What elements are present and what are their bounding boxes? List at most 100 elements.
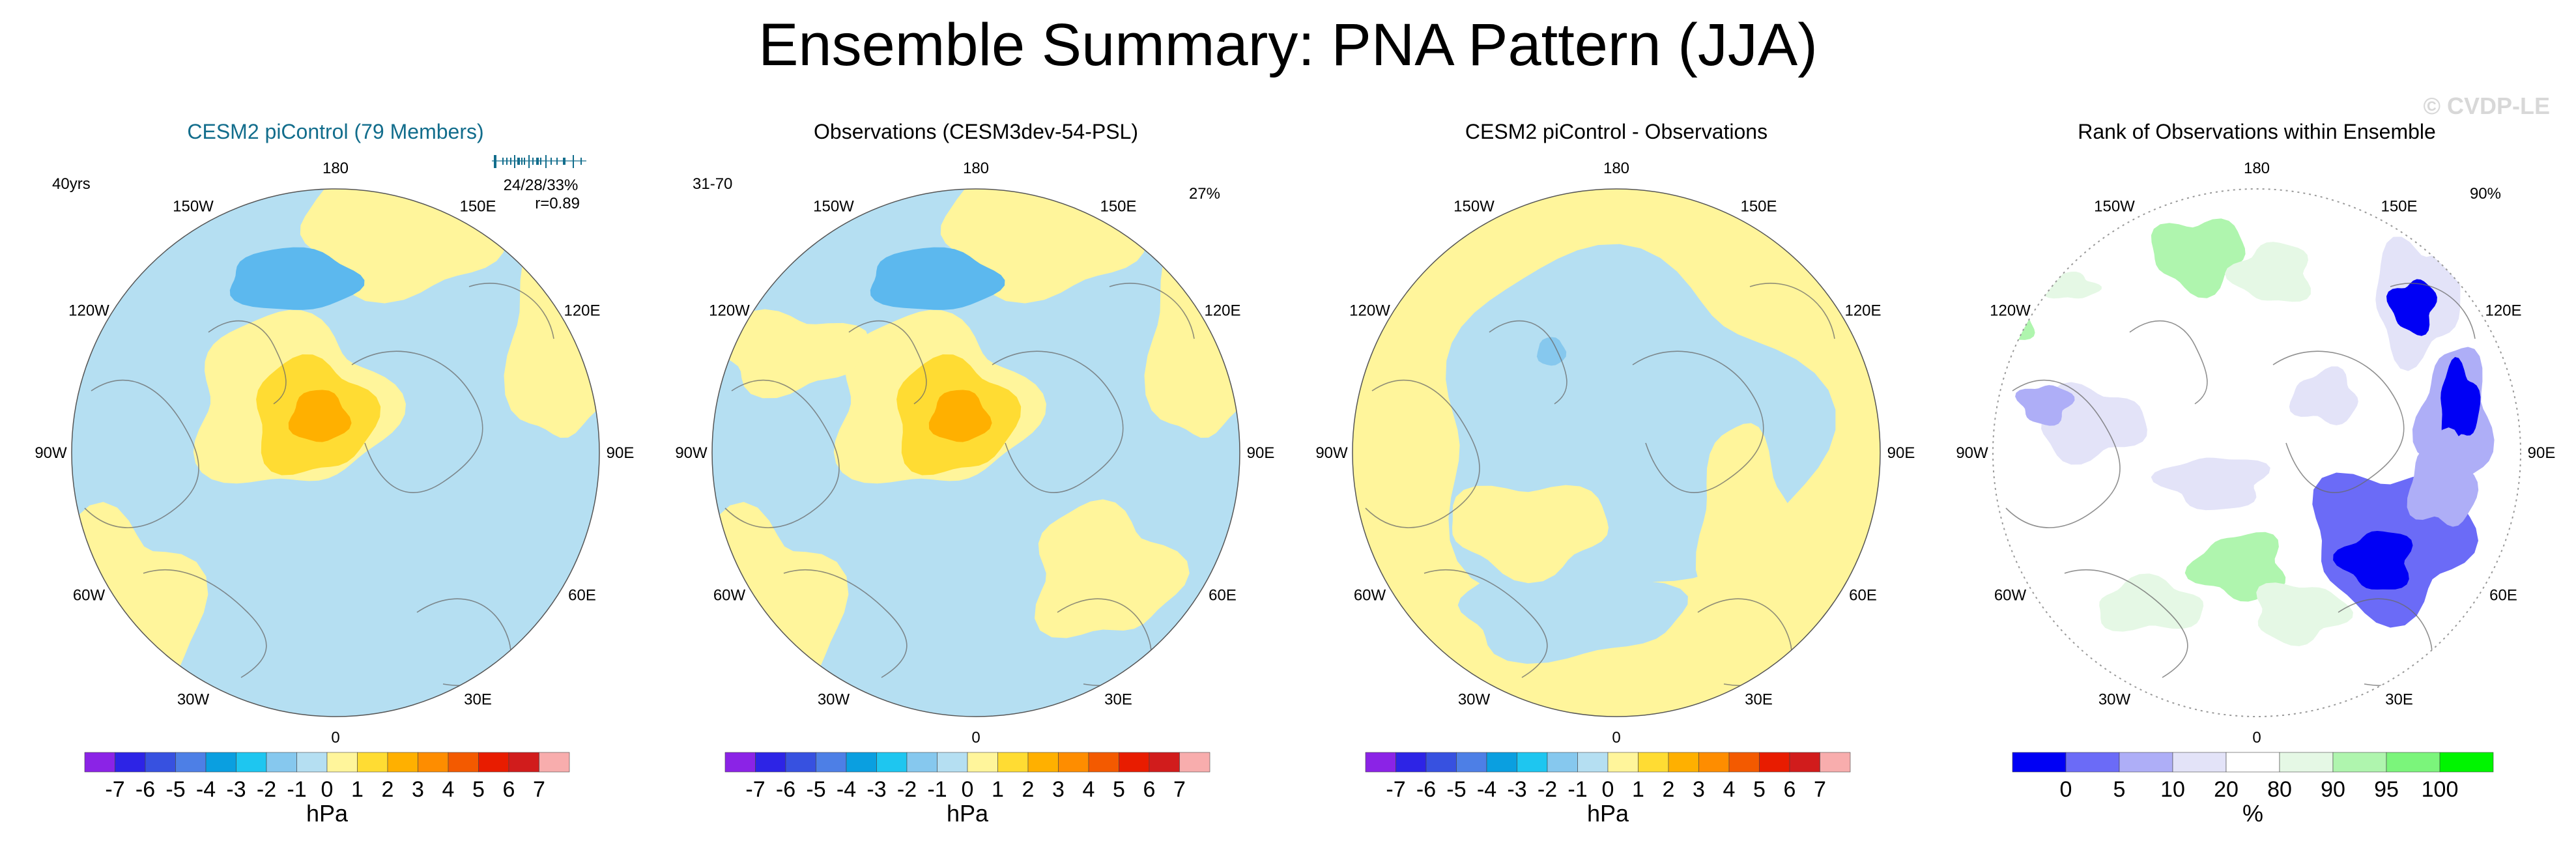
colorbar-tick: 5 xyxy=(1753,777,1766,802)
meridian-label: 90E xyxy=(2528,444,2556,462)
colorbar-cell xyxy=(937,752,968,773)
colorbar-tick: -6 xyxy=(1416,777,1436,802)
colorbar-tick: 3 xyxy=(412,777,424,802)
colorbar-cell xyxy=(724,752,756,773)
colorbar-tick: -5 xyxy=(1446,777,1466,802)
colorbar-tick: 6 xyxy=(1143,777,1156,802)
map-field xyxy=(1352,189,1880,717)
coastline xyxy=(468,283,554,339)
colorbar-tick: -3 xyxy=(226,777,246,802)
ensemble-percentile-stats: 24/28/33% xyxy=(504,177,579,194)
colorbar-tick: 1 xyxy=(992,777,1004,802)
meridian-label: 90W xyxy=(1956,444,1988,462)
meridian-label: 60W xyxy=(73,587,106,605)
meridian-label: 150E xyxy=(2381,198,2417,216)
meridian-label: 150W xyxy=(1453,198,1495,216)
colorbar-tick: -2 xyxy=(1538,777,1557,802)
meridian-label: 120E xyxy=(2485,302,2521,320)
colorbar-cell xyxy=(997,752,1029,773)
colorbar-tick: -1 xyxy=(287,777,306,802)
meridian-label: 90E xyxy=(607,444,635,462)
colorbar-tick: 7 xyxy=(1814,777,1826,802)
left-note: 40yrs xyxy=(52,175,91,193)
colorbar-cell xyxy=(448,752,479,773)
meridian-label: 180 xyxy=(963,160,989,177)
panel-observations: Observations (CESM3dev-54-PSL) 31-70 27% 18… xyxy=(653,117,1274,834)
meridian-label: 0 xyxy=(1612,729,1620,747)
pattern-correlation: r=0.89 xyxy=(535,195,580,212)
meridian-label: 150W xyxy=(2094,198,2135,216)
colorbar-cell xyxy=(846,752,877,773)
meridian-label: 120E xyxy=(1204,302,1240,320)
negative-core xyxy=(1536,337,1567,366)
colorbar-tick: -5 xyxy=(806,777,825,802)
colorbar-tick: 7 xyxy=(1173,777,1186,802)
colorbar-cell xyxy=(1425,752,1457,773)
colorbar-cell xyxy=(1456,752,1487,773)
colorbar-tick: 2 xyxy=(382,777,394,802)
positive-region xyxy=(719,309,869,399)
positive-core xyxy=(288,390,352,442)
meridian-label: 0 xyxy=(971,729,980,747)
meridian-label: 60W xyxy=(713,587,746,605)
rank-patch xyxy=(2015,385,2075,426)
colorbar-cell xyxy=(1547,752,1578,773)
colorbar-tick: -2 xyxy=(257,777,276,802)
meridian-label: 0 xyxy=(2252,729,2261,747)
meridian-label: 60W xyxy=(1354,587,1386,605)
panel-svg: Rank of Observations within Ensemble 90% 1… xyxy=(1956,120,2555,827)
left-note: 31-70 xyxy=(693,175,732,193)
colorbar-cell xyxy=(816,752,847,773)
meridian-label: 90E xyxy=(1247,444,1275,462)
meridian-label: 60E xyxy=(1849,587,1877,605)
colorbar-unit: hPa xyxy=(947,800,989,827)
coastline xyxy=(2129,320,2208,405)
map-outline xyxy=(711,188,1240,717)
meridian-label: 60E xyxy=(2489,587,2517,605)
meridian-label: 120E xyxy=(564,302,600,320)
panel-svg: CESM2 piControl - Observations180150E120… xyxy=(1315,120,1915,827)
coastline xyxy=(351,350,483,493)
colorbar-cell xyxy=(1820,752,1851,773)
colorbar-tick: -1 xyxy=(927,777,947,802)
rank-patch xyxy=(2151,457,2270,511)
rank-patch xyxy=(2289,366,2358,425)
colorbar-cell xyxy=(1365,752,1396,773)
colorbar-tick: -1 xyxy=(1567,777,1587,802)
colorbar-cell xyxy=(1149,752,1180,773)
map-outline xyxy=(71,188,600,717)
meridian-label: 150W xyxy=(173,198,214,216)
colorbar-cell xyxy=(508,752,539,773)
colorbar-tick: 95 xyxy=(2374,777,2399,802)
coastline xyxy=(992,350,1124,493)
colorbar-tick: -7 xyxy=(745,777,765,802)
colorbar-cell xyxy=(1789,752,1820,773)
coastline xyxy=(1749,283,1835,339)
meridian-label: 30E xyxy=(1104,691,1132,709)
colorbar-cell xyxy=(2439,752,2494,773)
rank-patch xyxy=(2407,427,2479,527)
colorbar-tick: 3 xyxy=(1052,777,1065,802)
coastline xyxy=(848,320,927,405)
coastline xyxy=(2272,350,2405,493)
meridian-label: 60W xyxy=(1994,587,2027,605)
panel-ensemble-mean: CESM2 piControl (79 Members) 40yrs 24/28/3… xyxy=(13,117,634,834)
colorbar-tick: -7 xyxy=(1386,777,1405,802)
rank-patch xyxy=(2224,242,2311,302)
meridian-label: 30E xyxy=(464,691,492,709)
meridian-label: 30W xyxy=(818,691,850,709)
negative-core xyxy=(229,247,365,310)
colorbar-tick: 5 xyxy=(2113,777,2126,802)
colorbar-cell xyxy=(2279,752,2334,773)
colorbar-cell xyxy=(755,752,786,773)
colorbar-tick: 4 xyxy=(1083,777,1095,802)
colorbar-cell xyxy=(2225,752,2280,773)
colorbar-tick: 6 xyxy=(503,777,515,802)
colorbar-cell xyxy=(266,752,297,773)
positive-core xyxy=(928,390,992,442)
positive-region xyxy=(1144,228,1240,438)
colorbar-tick: 0 xyxy=(962,777,974,802)
colorbar-tick: -7 xyxy=(105,777,124,802)
colorbar-cell xyxy=(326,752,358,773)
colorbar-cell xyxy=(1179,752,1210,773)
